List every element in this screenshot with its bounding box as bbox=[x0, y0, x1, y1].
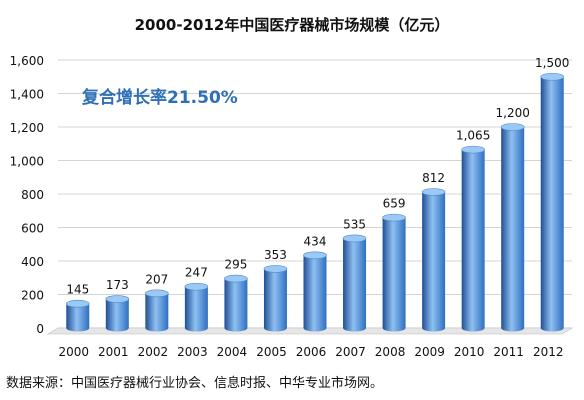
bar-body bbox=[540, 76, 564, 332]
bar-body bbox=[303, 255, 327, 332]
data-label: 1,200 bbox=[496, 106, 530, 120]
bar-top bbox=[224, 274, 248, 283]
x-tick-label: 2000 bbox=[58, 345, 89, 359]
bar-top bbox=[263, 265, 288, 273]
data-label: 145 bbox=[66, 283, 89, 297]
chart-title: 2000-2012年中国医疗器械市场规模（亿元） bbox=[134, 16, 450, 34]
bar-body bbox=[105, 299, 129, 332]
bar-body bbox=[145, 293, 169, 332]
bar bbox=[421, 188, 446, 332]
bar-top bbox=[184, 282, 209, 291]
bar-body bbox=[461, 149, 485, 332]
data-label: 434 bbox=[304, 234, 327, 248]
y-tick-label: 1,400 bbox=[10, 88, 44, 102]
data-label: 353 bbox=[264, 248, 287, 262]
y-tick-label: 600 bbox=[21, 222, 44, 236]
x-tick-label: 2004 bbox=[217, 345, 248, 359]
data-label: 812 bbox=[422, 171, 445, 185]
bar-body bbox=[343, 238, 367, 332]
bar bbox=[224, 274, 248, 332]
data-label: 173 bbox=[106, 278, 129, 292]
source-note: 数据来源：中国医疗器械行业协会、信息时报、中华专业市场网。 bbox=[6, 376, 384, 391]
x-tick-label: 2002 bbox=[138, 345, 169, 359]
y-tick-label: 0 bbox=[36, 322, 44, 336]
bar-top bbox=[65, 299, 90, 308]
bar bbox=[342, 234, 367, 332]
bar bbox=[500, 123, 525, 332]
bar bbox=[382, 213, 406, 332]
bar-body bbox=[224, 278, 248, 332]
x-tick-label: 2011 bbox=[493, 345, 524, 359]
x-tick-label: 2003 bbox=[177, 345, 208, 359]
x-tick-label: 2012 bbox=[533, 345, 564, 359]
bar bbox=[184, 282, 209, 332]
bar bbox=[303, 251, 327, 332]
bar-top bbox=[105, 295, 130, 303]
bar bbox=[263, 265, 288, 332]
data-label: 659 bbox=[383, 197, 406, 211]
data-label: 207 bbox=[145, 272, 168, 286]
x-tick-label: 2009 bbox=[414, 345, 445, 359]
data-label: 295 bbox=[224, 258, 247, 272]
data-label: 535 bbox=[343, 217, 366, 231]
bar-top bbox=[421, 188, 446, 196]
bar-top bbox=[382, 213, 406, 222]
x-tick-label: 2007 bbox=[335, 345, 366, 359]
y-tick-label: 400 bbox=[21, 255, 44, 269]
bar bbox=[461, 145, 485, 332]
y-tick-label: 200 bbox=[21, 289, 44, 303]
bar-top bbox=[145, 289, 169, 298]
bar-body bbox=[263, 268, 287, 332]
y-tick-label: 1,200 bbox=[10, 121, 44, 135]
bar bbox=[105, 295, 130, 332]
data-label: 1,500 bbox=[535, 56, 569, 70]
bar-top bbox=[342, 234, 367, 243]
y-tick-label: 1,000 bbox=[10, 155, 44, 169]
x-tick-label: 2001 bbox=[98, 345, 129, 359]
bar-top bbox=[500, 123, 525, 131]
bar-top bbox=[303, 251, 327, 260]
growth-rate-annotation: 复合增长率21.50% bbox=[81, 87, 238, 108]
y-tick-label: 800 bbox=[21, 188, 44, 202]
bar-top bbox=[461, 145, 485, 154]
data-label: 1,065 bbox=[456, 129, 490, 143]
x-tick-label: 2006 bbox=[296, 345, 327, 359]
bar-top bbox=[540, 72, 565, 81]
x-tick-label: 2005 bbox=[256, 345, 287, 359]
bar-body bbox=[184, 286, 208, 332]
bar-body bbox=[422, 191, 446, 332]
bar-body bbox=[66, 303, 90, 332]
y-tick-label: 1,600 bbox=[10, 54, 44, 68]
bar bbox=[65, 299, 90, 332]
data-label: 247 bbox=[185, 266, 208, 280]
x-tick-label: 2008 bbox=[375, 345, 406, 359]
x-tick-label: 2010 bbox=[454, 345, 485, 359]
bar-body bbox=[501, 127, 525, 332]
bar bbox=[145, 289, 169, 332]
bar bbox=[540, 72, 565, 332]
bar-body bbox=[382, 217, 406, 332]
